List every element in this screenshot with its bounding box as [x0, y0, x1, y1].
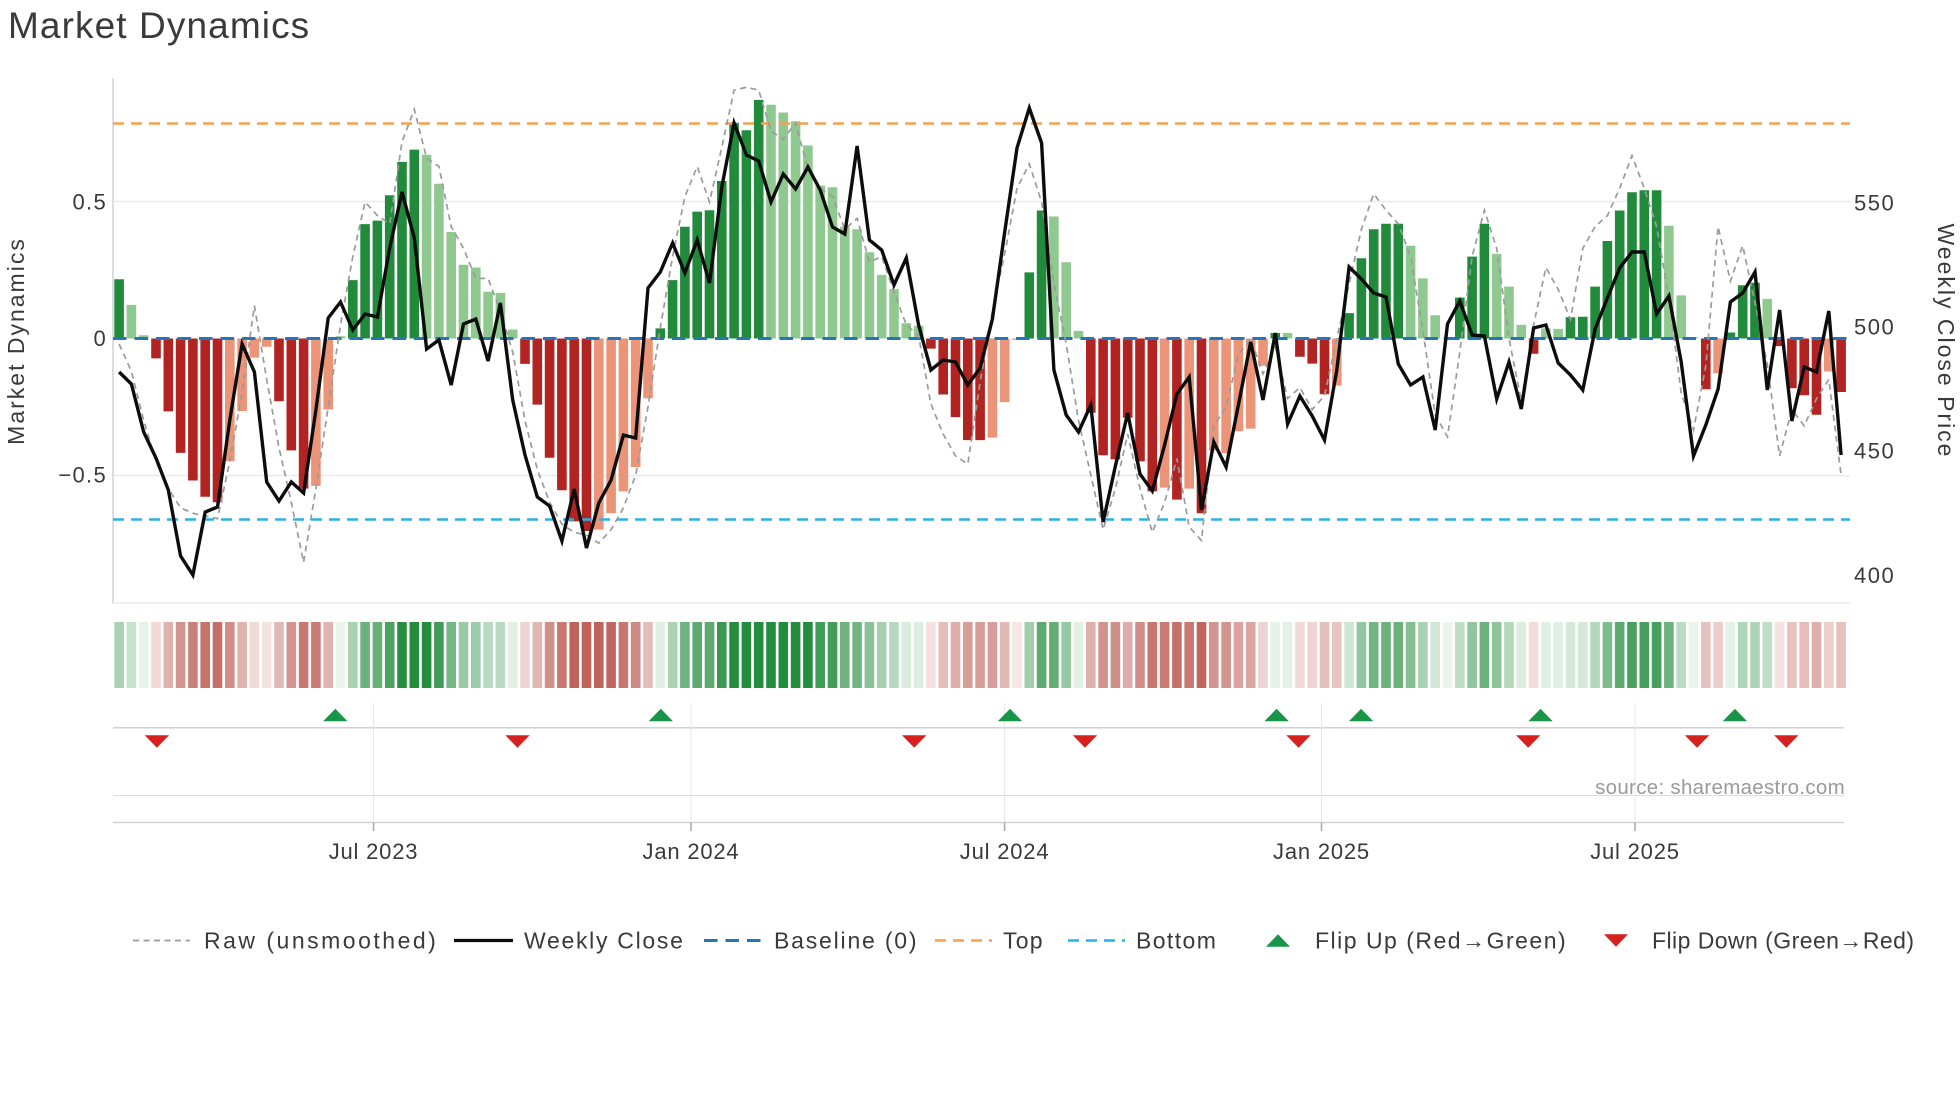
svg-text:450: 450	[1854, 439, 1895, 464]
svg-text:Weekly Close Price: Weekly Close Price	[1933, 224, 1959, 459]
svg-text:550: 550	[1854, 190, 1895, 215]
svg-text:Flip Up (Red→Green): Flip Up (Red→Green)	[1315, 928, 1567, 954]
svg-text:Market Dynamics: Market Dynamics	[8, 5, 310, 46]
svg-text:Jul 2023: Jul 2023	[329, 839, 419, 864]
svg-text:Jul 2025: Jul 2025	[1590, 839, 1680, 864]
svg-text:Top: Top	[1003, 928, 1044, 954]
svg-text:−0.5: −0.5	[58, 463, 107, 488]
svg-text:0: 0	[93, 326, 107, 351]
svg-text:Raw (unsmoothed): Raw (unsmoothed)	[204, 928, 438, 954]
svg-text:Jan 2025: Jan 2025	[1273, 839, 1370, 864]
svg-text:Jan 2024: Jan 2024	[643, 839, 740, 864]
svg-text:Bottom: Bottom	[1136, 928, 1217, 954]
svg-text:source: sharemaestro.com: source: sharemaestro.com	[1595, 776, 1845, 799]
svg-text:Weekly Close: Weekly Close	[524, 928, 685, 954]
svg-text:Market Dynamics: Market Dynamics	[3, 237, 29, 445]
svg-text:0.5: 0.5	[73, 190, 107, 215]
svg-text:Flip Down (Green→Red): Flip Down (Green→Red)	[1652, 928, 1915, 954]
svg-text:Jul 2024: Jul 2024	[960, 839, 1050, 864]
svg-text:Baseline (0): Baseline (0)	[774, 928, 918, 954]
svg-text:400: 400	[1854, 563, 1895, 588]
svg-text:500: 500	[1854, 315, 1895, 340]
